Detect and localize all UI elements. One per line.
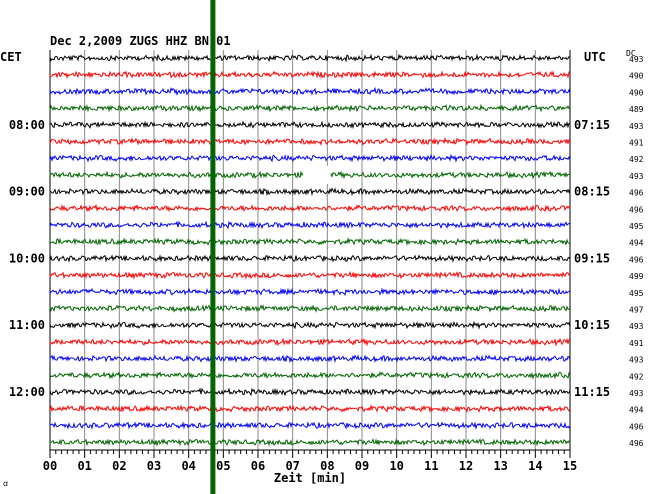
- trace-18: [49, 354, 571, 364]
- right-hour-label: 09:15: [574, 251, 610, 265]
- x-tick-label: 15: [563, 459, 577, 473]
- x-tick-label: 00: [43, 459, 57, 473]
- trace-19: [49, 370, 571, 380]
- dc-value: 493: [629, 322, 644, 331]
- left-hour-label: 08:00: [9, 118, 45, 132]
- data-gap: [303, 165, 331, 184]
- dc-value: 490: [629, 72, 644, 81]
- dc-value: 494: [629, 406, 644, 415]
- dc-value: 492: [629, 372, 644, 381]
- dc-value: 496: [629, 189, 644, 198]
- trace-20: [49, 387, 571, 397]
- seismic-traces: [49, 53, 571, 447]
- trace-21: [49, 403, 571, 414]
- trace-10: [49, 220, 571, 230]
- dc-value: 493: [629, 122, 644, 131]
- dc-value: 493: [629, 172, 644, 181]
- trace-16: [49, 320, 571, 330]
- dc-value: 494: [629, 239, 644, 248]
- x-tick-label: 07: [285, 459, 299, 473]
- dc-value: 496: [629, 439, 644, 448]
- trace-1: [49, 70, 571, 80]
- x-tick-label: 01: [77, 459, 91, 473]
- trace-11: [49, 236, 571, 247]
- x-tick-label: 12: [459, 459, 473, 473]
- right-hour-label: 10:15: [574, 318, 610, 332]
- dc-value: 496: [629, 255, 644, 264]
- trace-3: [49, 103, 571, 113]
- trace-4: [49, 120, 571, 130]
- x-axis: 00 01 02 03 04 05 06 07 08 09 10 11 12 13 14 15: [43, 449, 577, 473]
- trace-13: [49, 270, 571, 280]
- left-hour-label: 09:00: [9, 185, 45, 199]
- x-tick-label: 03: [147, 459, 161, 473]
- trace-6: [49, 153, 571, 163]
- left-hour-labels: 08:00 09:00 10:00 11:00 12:00: [9, 118, 45, 399]
- dc-value: 493: [629, 389, 644, 398]
- right-hour-label: 11:15: [574, 385, 610, 399]
- dc-values: 493 490 490 489 493 491 492 493 496 496 495 494 496 4…: [629, 55, 644, 448]
- dc-value: 489: [629, 105, 644, 114]
- left-hour-label: 10:00: [9, 251, 45, 265]
- x-tick-label: 08: [320, 459, 334, 473]
- data-gaps: [303, 165, 331, 184]
- footnote-mark: ꭤ: [3, 479, 8, 488]
- grid-lines: [49, 50, 571, 450]
- dc-value: 493: [629, 356, 644, 365]
- left-hour-label: 11:00: [9, 318, 45, 332]
- x-tick-label: 04: [181, 459, 195, 473]
- dc-value: 497: [629, 306, 644, 315]
- trace-15: [49, 303, 571, 314]
- left-hour-label: 12:00: [9, 385, 45, 399]
- x-tick-label: 10: [389, 459, 403, 473]
- dc-value: 495: [629, 222, 644, 231]
- x-tick-label: 14: [528, 459, 542, 473]
- right-hour-label: 08:15: [574, 185, 610, 199]
- x-tick-label: 13: [493, 459, 507, 473]
- trace-22: [49, 421, 571, 430]
- trace-12: [49, 254, 571, 263]
- trace-8: [49, 187, 571, 197]
- x-tick-label: 05: [216, 459, 230, 473]
- dc-value: 491: [629, 139, 644, 148]
- x-tick-label: 09: [355, 459, 369, 473]
- x-tick-label: 06: [251, 459, 265, 473]
- trace-9: [49, 203, 571, 213]
- trace-5: [49, 136, 571, 146]
- dc-value: 491: [629, 339, 644, 348]
- dc-value: 490: [629, 88, 644, 97]
- x-tick-label: 11: [424, 459, 438, 473]
- trace-17: [49, 337, 571, 347]
- trace-0: [49, 53, 571, 63]
- dc-value: 496: [629, 205, 644, 214]
- dc-value: 495: [629, 289, 644, 298]
- dc-value: 499: [629, 272, 644, 281]
- dc-value: 493: [629, 55, 644, 64]
- dc-value: 496: [629, 422, 644, 431]
- trace-23: [49, 437, 571, 447]
- time-marker-line: [210, 0, 216, 494]
- dc-value: 492: [629, 155, 644, 164]
- right-hour-labels: 07:15 08:15 09:15 10:15 11:15: [574, 118, 610, 399]
- x-tick-label: 02: [112, 459, 126, 473]
- trace-2: [49, 86, 571, 96]
- trace-14: [49, 287, 571, 297]
- right-timezone-label: UTC: [584, 50, 606, 64]
- chart-title: Dec 2,2009 ZUGS HHZ BN 01: [50, 34, 231, 48]
- left-timezone-label: CET: [0, 50, 22, 64]
- dc-header: DC: [626, 49, 636, 58]
- x-axis-label: Zeit [min]: [274, 471, 346, 485]
- right-hour-label: 07:15: [574, 118, 610, 132]
